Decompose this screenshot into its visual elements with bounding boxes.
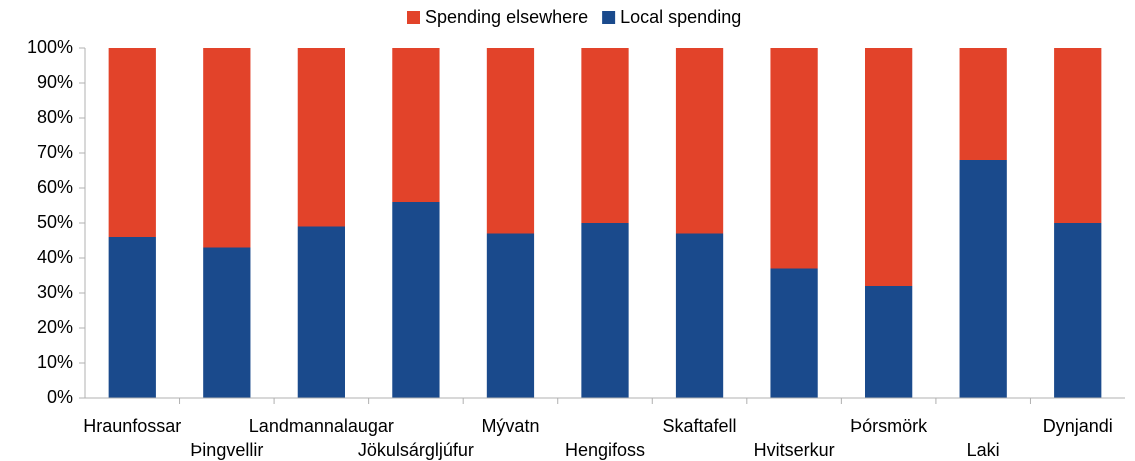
x-tick-label: Skaftafell (663, 416, 737, 436)
x-tick-label: Jökulsárgljúfur (358, 440, 474, 460)
x-tick-label: Mývatn (481, 416, 539, 436)
y-tick-label: 10% (37, 352, 73, 372)
bar-segment (203, 247, 251, 398)
bar-segment (486, 233, 535, 398)
y-tick-label: 60% (37, 177, 73, 197)
y-tick-label: 50% (37, 212, 73, 232)
bar-segment (297, 48, 345, 227)
legend-swatch (407, 11, 420, 24)
bar-segment (770, 268, 818, 398)
bar-segment (675, 48, 724, 234)
bar-segment (108, 237, 156, 398)
bar-segment (675, 233, 724, 398)
bar-segment (203, 48, 251, 248)
bar-segment (959, 160, 1007, 398)
y-tick-label: 20% (37, 317, 73, 337)
legend-label: Spending elsewhere (425, 7, 588, 27)
legend-swatch (602, 11, 616, 24)
y-tick-label: 30% (37, 282, 73, 302)
bar-segment (581, 48, 629, 223)
bar-segment (770, 48, 818, 269)
bar-segment (865, 48, 913, 286)
y-tick-label: 90% (37, 72, 73, 92)
bar-segment (1054, 48, 1102, 223)
bar-segment (392, 48, 440, 202)
x-tick-label: Þórsmörk (850, 416, 928, 436)
bar-segment (297, 226, 345, 398)
x-tick-label: Þingvellir (190, 440, 263, 460)
bar-segment (1054, 223, 1102, 398)
bar-segment (581, 223, 629, 398)
x-tick-label: Dynjandi (1043, 416, 1113, 436)
legend-label: Local spending (620, 7, 741, 27)
y-tick-label: 40% (37, 247, 73, 267)
y-tick-label: 0% (47, 387, 73, 407)
x-tick-label: Landmannalaugar (249, 416, 394, 436)
y-tick-label: 70% (37, 142, 73, 162)
bar-segment (865, 286, 913, 398)
bar-segment (486, 48, 535, 234)
bar-segment (959, 48, 1007, 160)
y-tick-label: 100% (27, 37, 73, 57)
bar-segment (108, 48, 156, 237)
x-tick-label: Laki (967, 440, 1000, 460)
x-tick-label: Hengifoss (565, 440, 645, 460)
x-tick-label: Hvitserkur (754, 440, 835, 460)
x-tick-label: Hraunfossar (83, 416, 181, 436)
y-tick-label: 80% (37, 107, 73, 127)
bar-segment (392, 202, 440, 398)
